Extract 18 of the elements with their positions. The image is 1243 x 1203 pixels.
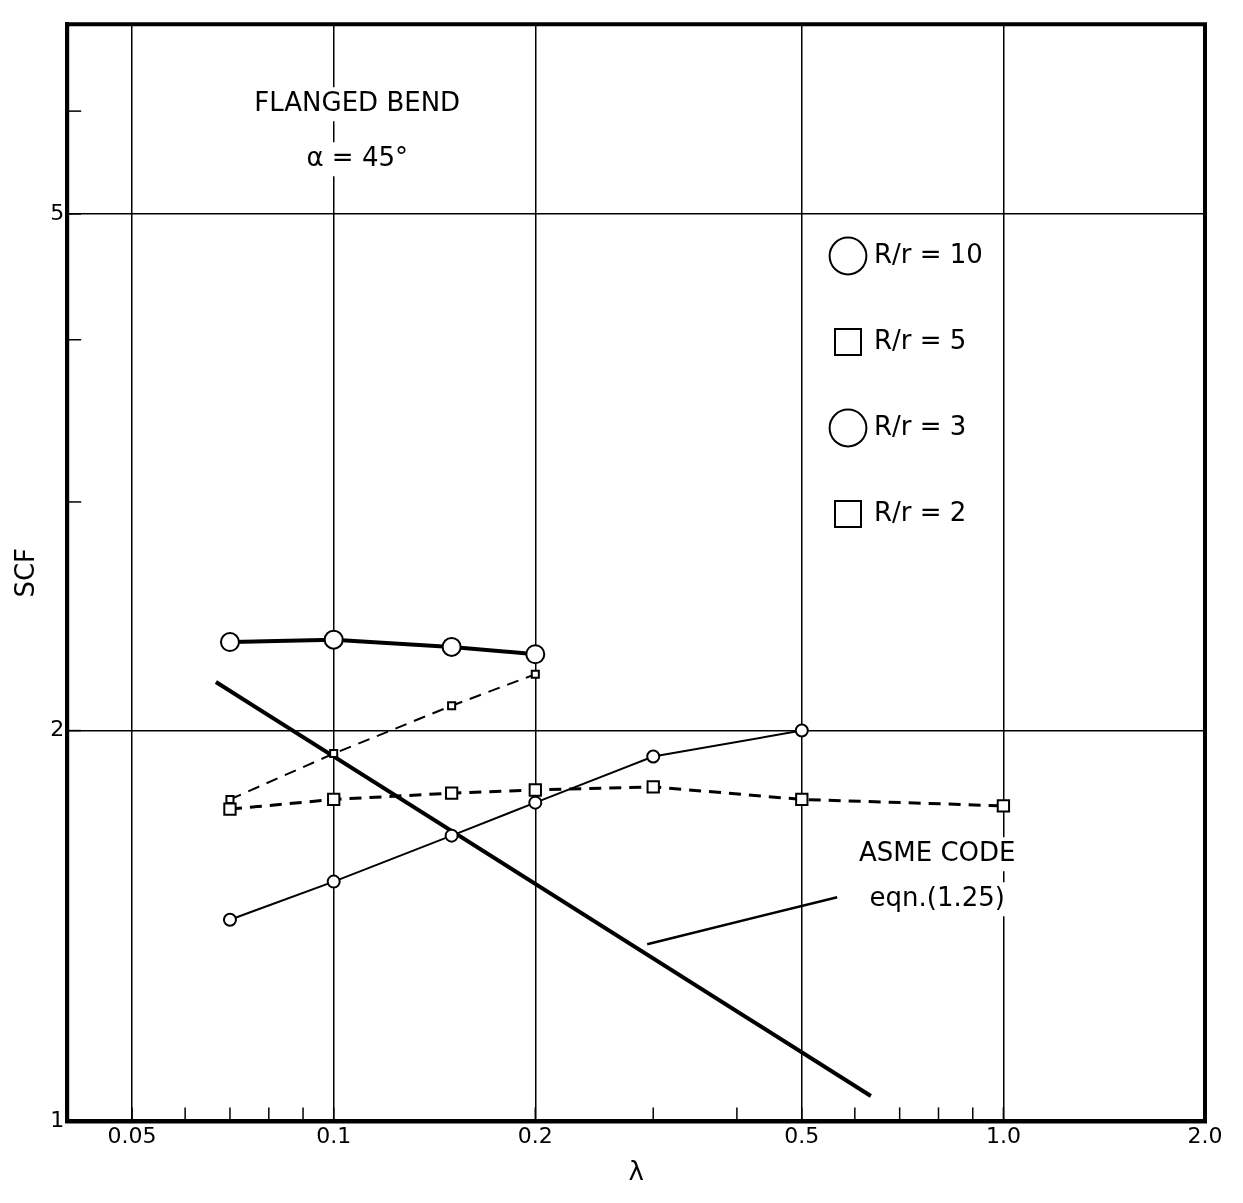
legend-label: R/r = 2 (874, 496, 967, 527)
annotation: α = 45° (306, 141, 408, 172)
annotation: ASME CODE eqn.(1.25) (858, 836, 1016, 912)
y-axis-title: SCF (10, 547, 41, 598)
legend-label: R/r = 3 (874, 410, 967, 441)
x-tick-label: 0.2 (517, 1123, 553, 1149)
x-tick-label: 1.0 (985, 1123, 1021, 1149)
x-tick-label: 0.05 (107, 1123, 157, 1149)
x-tick-label: 2.0 (1187, 1123, 1223, 1149)
x-tick-label: 0.1 (316, 1123, 352, 1149)
x-tick-label: 0.5 (784, 1123, 820, 1149)
annotation: FLANGED BEND (254, 86, 461, 117)
legend-label: R/r = 5 (874, 324, 967, 355)
y-tick-label: 1 (50, 1107, 65, 1133)
legend-label: R/r = 10 (874, 238, 983, 269)
x-axis-title: λ (628, 1156, 644, 1187)
y-tick-label: 2 (50, 716, 65, 742)
y-tick-label: 5 (50, 199, 65, 225)
